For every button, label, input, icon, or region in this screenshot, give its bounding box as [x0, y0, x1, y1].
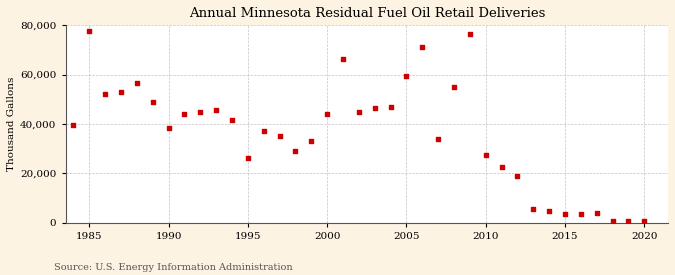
- Point: [132, 81, 142, 86]
- Point: [607, 219, 618, 224]
- Title: Annual Minnesota Residual Fuel Oil Retail Deliveries: Annual Minnesota Residual Fuel Oil Retai…: [188, 7, 545, 20]
- Point: [481, 153, 491, 157]
- Point: [211, 108, 221, 112]
- Point: [338, 56, 348, 61]
- Point: [242, 156, 253, 161]
- Point: [274, 134, 285, 138]
- Point: [623, 219, 634, 224]
- Point: [401, 74, 412, 78]
- Point: [163, 125, 174, 130]
- Point: [449, 85, 460, 89]
- Point: [290, 149, 301, 153]
- Point: [385, 104, 396, 109]
- Point: [496, 165, 507, 169]
- Point: [100, 92, 111, 97]
- Point: [591, 210, 602, 215]
- Y-axis label: Thousand Gallons: Thousand Gallons: [7, 77, 16, 171]
- Point: [84, 29, 95, 34]
- Point: [560, 212, 570, 216]
- Point: [195, 109, 206, 114]
- Point: [544, 209, 555, 214]
- Point: [369, 106, 380, 110]
- Point: [528, 207, 539, 211]
- Point: [306, 139, 317, 143]
- Point: [115, 90, 126, 94]
- Point: [322, 112, 333, 116]
- Point: [464, 32, 475, 36]
- Point: [227, 118, 238, 122]
- Point: [639, 219, 649, 224]
- Point: [354, 109, 364, 114]
- Point: [576, 212, 587, 216]
- Point: [417, 45, 428, 50]
- Point: [147, 100, 158, 104]
- Text: Source: U.S. Energy Information Administration: Source: U.S. Energy Information Administ…: [54, 263, 293, 272]
- Point: [68, 123, 79, 127]
- Point: [259, 129, 269, 133]
- Point: [512, 174, 523, 178]
- Point: [433, 136, 443, 141]
- Point: [179, 112, 190, 116]
